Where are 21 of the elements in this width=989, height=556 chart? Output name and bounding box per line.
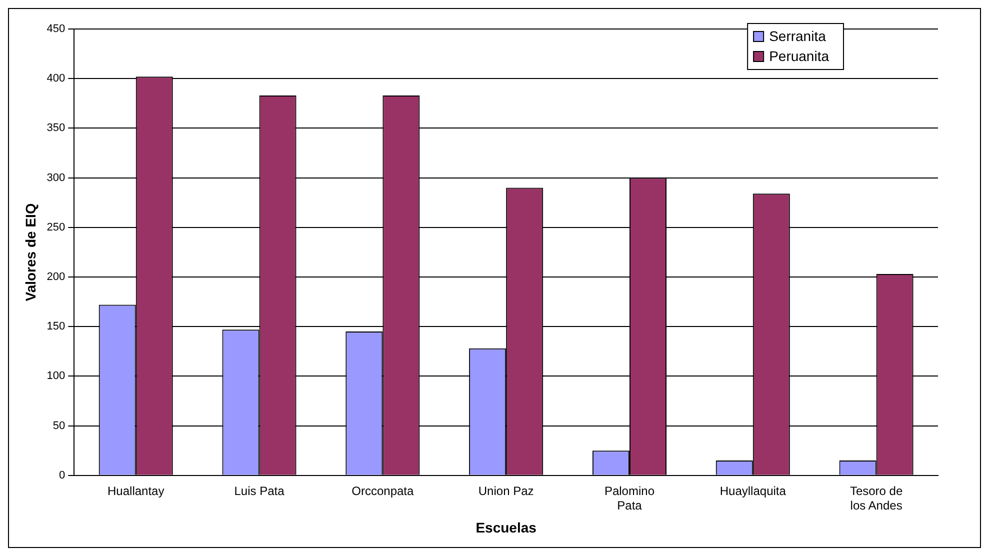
- y-tick-label: 350: [46, 122, 66, 134]
- y-tick-label: 400: [46, 72, 66, 85]
- x-axis-title: Escuelas: [476, 519, 537, 536]
- x-tick-label: Union Paz: [478, 484, 534, 498]
- legend-label: Peruanita: [769, 48, 830, 64]
- y-tick-label: 50: [52, 420, 66, 432]
- y-axis-title: Valores de EIQ: [22, 203, 38, 302]
- legend-label: Serranita: [769, 28, 826, 44]
- y-tick-label: 0: [59, 469, 66, 482]
- x-tick-label: Luis Pata: [234, 484, 285, 498]
- x-tick-label: Huayllaquita: [720, 484, 786, 498]
- y-tick-label: 250: [46, 221, 66, 234]
- y-tick-label: 100: [46, 370, 66, 382]
- x-tick-label: Orcconpata: [352, 484, 414, 498]
- x-tick-label: Tesoro de los Andes: [850, 484, 903, 512]
- y-tick-label: 300: [46, 172, 66, 184]
- x-tick-label: Huallantay: [108, 484, 164, 498]
- y-tick-label: 450: [46, 23, 66, 36]
- y-tick-label: 200: [46, 271, 66, 284]
- y-tick-label: 150: [46, 320, 66, 333]
- x-tick-label: Palomino Pata: [604, 484, 655, 512]
